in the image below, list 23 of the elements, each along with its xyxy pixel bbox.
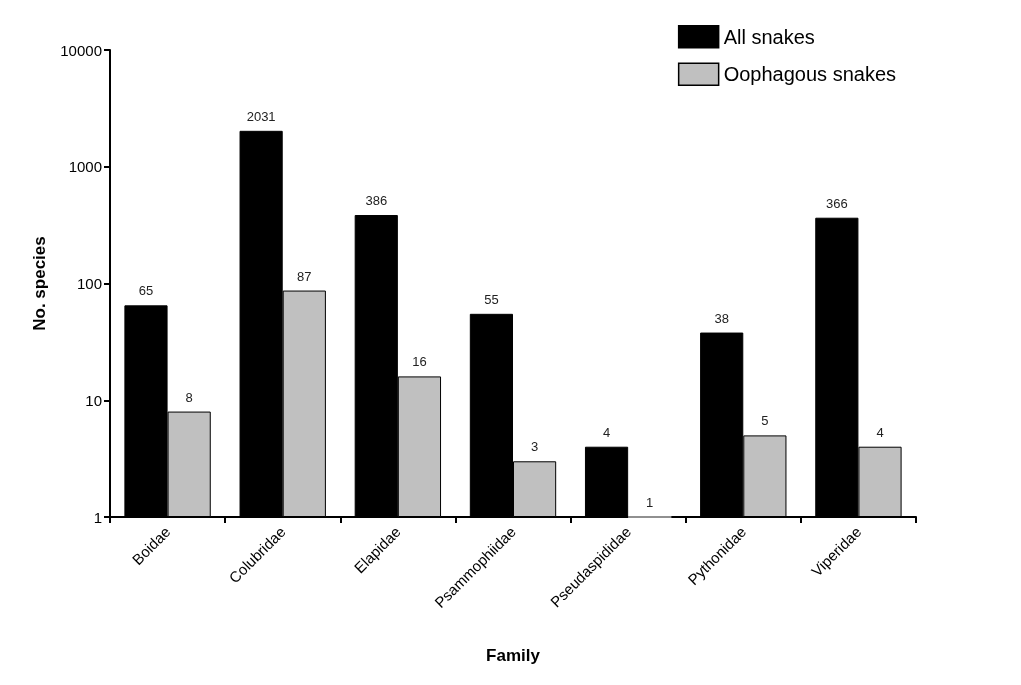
data-label: 8 xyxy=(185,389,193,405)
y-tick-label: 10000 xyxy=(60,41,102,59)
data-label: 4 xyxy=(602,424,611,440)
y-tick-label: 1000 xyxy=(68,158,102,176)
data-label: 55 xyxy=(484,291,499,307)
data-label: 366 xyxy=(825,195,848,211)
data-label: 386 xyxy=(365,193,388,209)
x-axis-title: Family xyxy=(486,646,541,665)
data-label: 4 xyxy=(876,424,884,440)
legend-label: Oophagous snakes xyxy=(723,63,896,86)
y-axis-title: No. species xyxy=(30,236,49,331)
data-label: 87 xyxy=(297,268,312,284)
legend-label: All snakes xyxy=(723,25,815,48)
y-tick-label: 1 xyxy=(93,508,102,526)
data-label: 65 xyxy=(138,283,154,299)
data-label: 38 xyxy=(714,310,729,326)
data-label: 3 xyxy=(530,439,539,455)
data-label: 1 xyxy=(646,494,654,510)
data-label: 5 xyxy=(761,413,769,429)
data-label: 2031 xyxy=(246,108,276,124)
y-tick-label: 10 xyxy=(85,391,102,409)
y-tick-label: 100 xyxy=(76,275,102,292)
data-label: 16 xyxy=(412,354,427,370)
